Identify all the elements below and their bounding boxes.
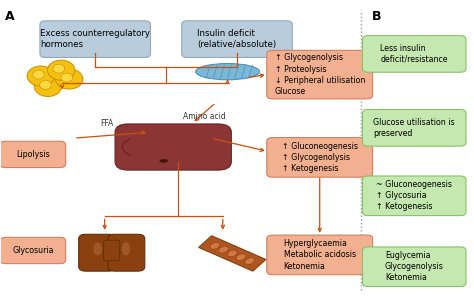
Ellipse shape: [122, 242, 130, 256]
Text: ↑ Gluconeogenesis
↑ Glycogenolysis
↑ Ketogenesis: ↑ Gluconeogenesis ↑ Glycogenolysis ↑ Ket…: [282, 142, 358, 173]
FancyBboxPatch shape: [267, 138, 373, 177]
FancyBboxPatch shape: [40, 21, 151, 57]
Ellipse shape: [236, 254, 246, 261]
Text: Glycosuria: Glycosuria: [12, 246, 54, 255]
Ellipse shape: [228, 250, 237, 257]
FancyBboxPatch shape: [79, 234, 116, 271]
Text: FFA: FFA: [100, 119, 114, 128]
Ellipse shape: [33, 70, 45, 79]
Ellipse shape: [184, 139, 210, 152]
FancyBboxPatch shape: [108, 234, 145, 271]
FancyBboxPatch shape: [363, 36, 466, 72]
Ellipse shape: [61, 73, 73, 82]
Text: Lipolysis: Lipolysis: [16, 150, 50, 159]
Text: Glucose utilisation is
preserved: Glucose utilisation is preserved: [374, 118, 455, 138]
Ellipse shape: [34, 76, 62, 97]
FancyBboxPatch shape: [115, 124, 231, 170]
Text: Excess counterregulatory
hormones: Excess counterregulatory hormones: [40, 29, 150, 49]
Text: Amino acid: Amino acid: [182, 112, 225, 121]
Ellipse shape: [40, 80, 52, 89]
Ellipse shape: [93, 242, 102, 256]
FancyBboxPatch shape: [0, 141, 66, 168]
Text: Euglycemia
Glycogenolysis
Ketonemia: Euglycemia Glycogenolysis Ketonemia: [385, 251, 444, 282]
Ellipse shape: [245, 258, 255, 264]
Text: ~ Gluconeogenesis
↑ Glycosuria
↑ Ketogenesis: ~ Gluconeogenesis ↑ Glycosuria ↑ Ketogen…: [376, 180, 452, 211]
FancyBboxPatch shape: [363, 176, 466, 216]
FancyBboxPatch shape: [363, 110, 466, 146]
Text: ↑ Glycogenolysis
↑ Proteolysis
↓ Peripheral utilisation
Glucose: ↑ Glycogenolysis ↑ Proteolysis ↓ Periphe…: [274, 53, 365, 96]
Polygon shape: [199, 236, 266, 271]
Ellipse shape: [210, 242, 220, 249]
Text: Insulin deficit
(relative/absolute): Insulin deficit (relative/absolute): [198, 29, 276, 49]
FancyBboxPatch shape: [131, 134, 213, 160]
Ellipse shape: [196, 64, 259, 80]
Text: Less insulin
deficit/resistance: Less insulin deficit/resistance: [381, 44, 448, 64]
Text: A: A: [5, 10, 15, 23]
Text: Hyperglycaemia
Metabolic acidosis
Ketonemia: Hyperglycaemia Metabolic acidosis Ketone…: [283, 239, 356, 271]
Ellipse shape: [53, 64, 65, 73]
FancyBboxPatch shape: [267, 235, 373, 275]
Ellipse shape: [122, 138, 158, 157]
Ellipse shape: [27, 66, 55, 86]
Ellipse shape: [55, 69, 83, 89]
Ellipse shape: [219, 246, 228, 253]
FancyBboxPatch shape: [104, 240, 120, 261]
FancyBboxPatch shape: [267, 50, 373, 99]
Text: B: B: [372, 10, 381, 23]
Ellipse shape: [159, 159, 168, 163]
Ellipse shape: [47, 60, 75, 80]
FancyBboxPatch shape: [182, 21, 292, 57]
FancyBboxPatch shape: [0, 237, 66, 264]
FancyBboxPatch shape: [363, 247, 466, 287]
